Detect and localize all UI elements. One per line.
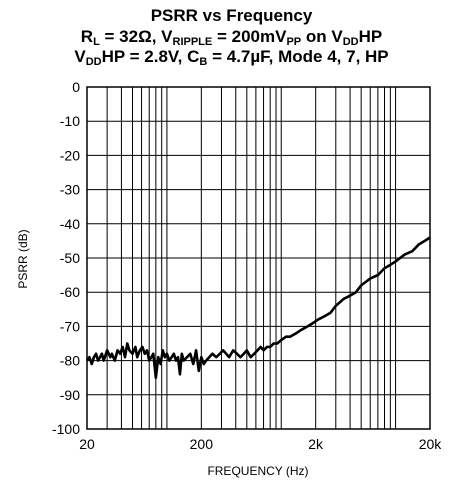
y-tick-label: -10 xyxy=(60,113,80,129)
y-tick-label: -80 xyxy=(60,353,80,369)
y-tick-label: 0 xyxy=(72,79,80,95)
x-tick-label: 20 xyxy=(79,436,95,452)
chart-title: PSRR vs Frequency xyxy=(150,6,313,25)
y-tick-label: -30 xyxy=(60,182,80,198)
chart-subtitle-line-2: VDDHP = 2.8V, CB = 4.7µF, Mode 4, 7, HP xyxy=(74,47,389,68)
y-tick-label: -90 xyxy=(60,387,80,403)
x-axis-label: FREQUENCY (Hz) xyxy=(207,464,308,478)
y-tick-label: -20 xyxy=(60,147,80,163)
y-tick-labels: 0 -10 -20 -30 -40 -50 -60 -70 -80 -90 -100 xyxy=(52,79,80,437)
chart-subtitle-line-1: RL = 32Ω, VRIPPLE = 200mVPP on VDDHP xyxy=(80,27,383,48)
plot-frame xyxy=(86,86,431,430)
y-axis-label: PSRR (dB) xyxy=(16,229,30,288)
x-tick-label: 200 xyxy=(190,436,214,452)
y-tick-label: -100 xyxy=(52,421,80,437)
x-tick-labels: 20 200 2k 20k xyxy=(79,436,442,452)
y-tick-label: -40 xyxy=(60,216,80,232)
grid-lines xyxy=(87,87,430,429)
x-tick-label: 20k xyxy=(419,436,443,452)
y-tick-label: -70 xyxy=(60,318,80,334)
y-tick-label: -60 xyxy=(60,284,80,300)
x-tick-label: 2k xyxy=(308,436,324,452)
y-tick-label: -50 xyxy=(60,250,80,266)
psrr-series-line xyxy=(85,236,431,379)
